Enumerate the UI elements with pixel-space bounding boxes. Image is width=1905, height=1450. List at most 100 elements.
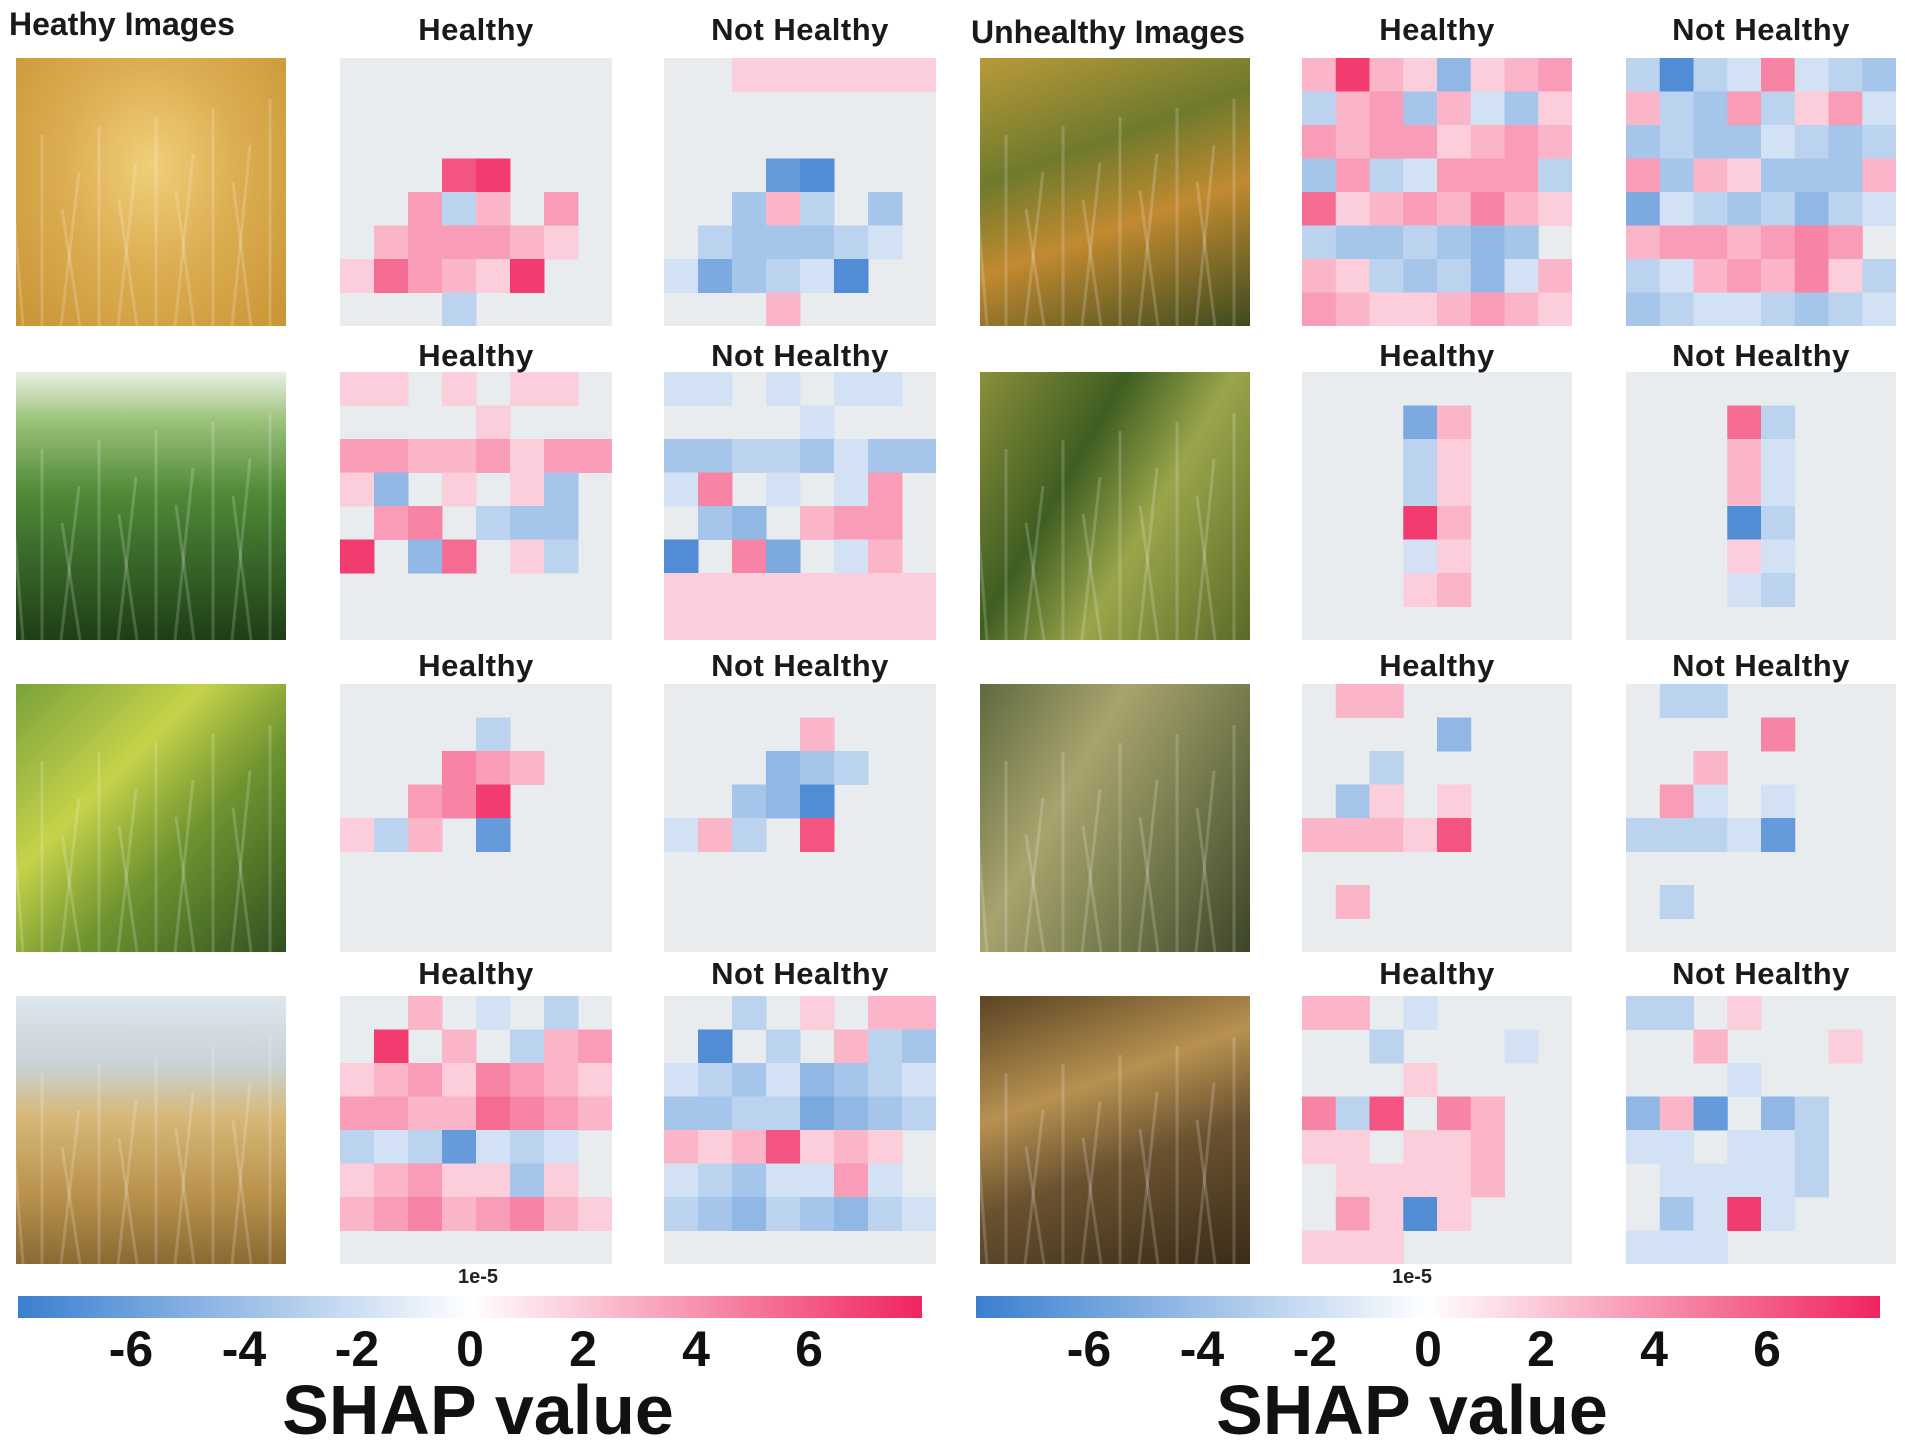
heatmap-cell	[1403, 91, 1438, 126]
photo-withered-wheat-stalks	[980, 996, 1250, 1264]
heatmap-cell	[698, 225, 733, 260]
heatmap-cell	[1828, 192, 1863, 226]
photo-stalk	[231, 1119, 253, 1264]
photo-stalk	[1195, 807, 1217, 952]
photo-stalk	[1023, 797, 1045, 952]
heatmap-healthy	[340, 684, 612, 952]
heatmap-cell	[1369, 1163, 1404, 1198]
photo-stalk	[1138, 1128, 1160, 1264]
heatmap-cell	[408, 539, 443, 574]
heatmap-cell	[1335, 1096, 1370, 1131]
heatmap-cell	[1659, 259, 1694, 293]
photo-stalk	[60, 1146, 82, 1264]
heatmap-cell	[698, 372, 733, 406]
heatmap-cell	[1862, 192, 1896, 226]
heatmap-cell	[766, 439, 801, 473]
heatmap-cell	[340, 539, 375, 574]
heatmap-cell	[800, 192, 835, 226]
heatmap-cell	[732, 1063, 767, 1097]
heatmap-cell	[442, 1096, 477, 1131]
heatmap-healthy	[1302, 58, 1572, 326]
heatmap-cell	[578, 1096, 612, 1131]
heatmap-cell	[1403, 1163, 1438, 1198]
heatmap-cell	[408, 259, 443, 293]
heatmap-cell	[476, 818, 511, 852]
heatmap-cell	[476, 1096, 511, 1131]
heatmap-cell	[732, 259, 767, 293]
heatmap-not-healthy	[664, 996, 936, 1264]
heatmap-cell	[664, 472, 699, 507]
colorbar-tick: -2	[1292, 1321, 1338, 1377]
heatmap-cell	[902, 1197, 936, 1231]
heatmap-cell	[1693, 684, 1728, 718]
heatmap-cell	[1335, 885, 1370, 919]
heatmap-cell	[834, 573, 869, 607]
heatmap-cell	[766, 58, 801, 92]
heatmap-cell	[1437, 192, 1472, 226]
photo-stalk	[116, 162, 138, 326]
heatmap-cell	[1862, 125, 1896, 159]
heatmap-cell	[1794, 259, 1829, 293]
heatmap-cell	[800, 818, 835, 852]
heatmap-cell	[1794, 91, 1829, 126]
heatmap-cell	[732, 506, 767, 540]
heatmap-cell	[1470, 58, 1505, 92]
colorbar-label-left: SHAP value	[282, 1371, 674, 1449]
heatmap-cell	[544, 1197, 579, 1231]
heatmap-cell	[1761, 1130, 1796, 1164]
heatmap-cell	[1828, 91, 1863, 126]
heatmap-cell	[544, 1163, 579, 1198]
heatmap-cell	[1727, 539, 1762, 574]
heatmap-not-healthy	[1626, 58, 1896, 326]
heatmap-cell	[510, 372, 545, 406]
heatmap-cell	[868, 1063, 903, 1097]
photo-stalk	[1023, 485, 1045, 640]
heatmap-cell	[1693, 1197, 1728, 1231]
colorbar-tick: 4	[682, 1321, 710, 1377]
heatmap-cell	[1659, 125, 1694, 159]
heatmap-cell	[1470, 1096, 1505, 1131]
heatmap-cell	[1693, 292, 1728, 326]
heatmap-cell	[902, 1063, 936, 1097]
heatmap-cell	[800, 573, 835, 607]
photo-stalk	[1137, 153, 1159, 326]
heatmap-cell	[1862, 91, 1896, 126]
heatmap-cell	[1335, 225, 1370, 260]
heatmap-cell	[1302, 996, 1337, 1030]
photo-stalk	[1024, 834, 1046, 952]
heatmap-cell	[1659, 684, 1694, 718]
heatmap-cell	[664, 259, 699, 293]
heatmap-cell	[1862, 259, 1896, 293]
heatmap-cell	[408, 225, 443, 260]
heatmap-cell	[664, 1096, 699, 1131]
heatmap-cell	[1727, 259, 1762, 293]
heatmap-cell	[374, 1163, 409, 1198]
heatmap-cell	[902, 1096, 936, 1131]
heatmap-cell	[1470, 225, 1505, 260]
photo-stalk	[1194, 144, 1216, 326]
heatmap-cell	[1761, 58, 1796, 92]
heatmap-cell	[442, 192, 477, 226]
heatmap-cell	[834, 506, 869, 540]
photo-stalk	[174, 504, 196, 640]
heatmap-cell	[442, 784, 477, 819]
heatmap-cell	[868, 573, 903, 607]
heatmap-cell	[1828, 1029, 1863, 1064]
photo-stalk	[1137, 1091, 1159, 1264]
photo-stalk	[1138, 504, 1160, 640]
heatmap-cell	[766, 292, 801, 326]
heatmap-cell	[1862, 158, 1896, 193]
heatmap-cell	[1335, 158, 1370, 193]
heatmap-cell	[834, 539, 869, 574]
heatmap-cell	[544, 192, 579, 226]
photo-stalk	[59, 1109, 81, 1264]
heatmap-cell	[800, 717, 835, 752]
heatmap-cell	[442, 1197, 477, 1231]
heatmap-cell	[1693, 1163, 1728, 1198]
heatmap-cell	[1794, 225, 1829, 260]
heatmap-cell	[834, 751, 869, 785]
heatmap-cell	[442, 439, 477, 473]
colorbar-label-right: SHAP value	[1216, 1371, 1608, 1449]
photo-stalk	[231, 181, 253, 326]
heatmap-cell	[1727, 225, 1762, 260]
